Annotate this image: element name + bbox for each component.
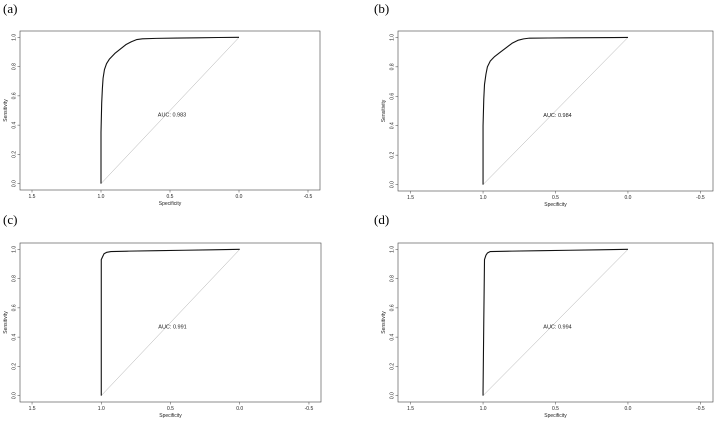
reference-diagonal <box>101 249 240 396</box>
y-tick-label: 1.0 <box>12 34 18 41</box>
y-tick-label: 1.0 <box>390 246 396 253</box>
y-tick-label: 0.6 <box>390 93 396 100</box>
y-tick-label: 0.8 <box>12 275 18 282</box>
x-tick-label: 0.5 <box>552 195 559 201</box>
y-tick-label: 1.0 <box>12 246 18 253</box>
x-tick-label: -0.5 <box>696 406 705 412</box>
x-tick-label: 1.0 <box>480 195 487 201</box>
x-tick-label: -0.5 <box>304 194 313 200</box>
roc-curve <box>100 36 240 184</box>
y-axis-title: Sensitivity <box>3 99 9 122</box>
y-tick-label: 0.2 <box>12 363 18 370</box>
y-tick-label: 0.2 <box>390 151 396 158</box>
roc-curve <box>100 248 240 396</box>
x-tick-label: 1.5 <box>29 194 36 200</box>
x-axis-title: Specificity <box>159 413 182 419</box>
y-axis-title: Sensitivity <box>381 311 387 334</box>
y-tick-label: 0.4 <box>12 121 18 128</box>
y-tick-label: 0.8 <box>12 63 18 70</box>
x-tick-label: 0.0 <box>624 406 631 412</box>
x-tick-label: 1.5 <box>407 406 414 412</box>
panel-label-a: (a) <box>3 1 18 16</box>
y-tick-label: 0.6 <box>390 304 396 311</box>
y-tick-label: 0.0 <box>12 180 18 187</box>
y-tick-label: 0.4 <box>12 333 18 340</box>
y-axis-title: Sensitivity <box>3 311 9 334</box>
x-tick-label: 0.5 <box>552 406 559 412</box>
y-tick-label: 0.8 <box>390 275 396 282</box>
panel-label-d: (d) <box>374 212 390 227</box>
reference-diagonal <box>482 249 629 396</box>
x-tick-label: 1.0 <box>98 406 105 412</box>
panel-label-b: (b) <box>374 1 390 16</box>
y-tick-label: 1.0 <box>390 34 396 41</box>
roc-curve <box>482 36 628 185</box>
x-axis-title: Specificity <box>544 413 567 419</box>
y-tick-label: 0.0 <box>390 392 396 399</box>
y-tick-label: 0.4 <box>390 333 396 340</box>
x-tick-label: 1.5 <box>407 195 414 201</box>
x-tick-label: 0.0 <box>236 406 243 412</box>
x-axis-title: Specificity <box>544 202 567 208</box>
roc-panel-b: 1.5 1.0 0.5 0.0 -0.5 0.0 0.2 0.4 0.6 0.8 1.0 Specif… <box>381 30 714 208</box>
y-tick-label: 0.6 <box>12 92 18 99</box>
x-tick-label: 0.5 <box>167 194 174 200</box>
auc-annotation: AUC: 0.983 <box>158 112 186 118</box>
reference-diagonal <box>482 37 629 185</box>
x-tick-label: -0.5 <box>696 195 705 201</box>
x-tick-label: 1.0 <box>98 194 105 200</box>
y-tick-label: 0.2 <box>12 151 18 158</box>
y-axis-title: Sensitivity <box>381 99 387 122</box>
roc-curve <box>482 248 628 396</box>
y-tick-label: 0.0 <box>390 181 396 188</box>
panel-label-c: (c) <box>3 212 18 227</box>
x-axis-title: Specificity <box>159 201 182 207</box>
x-tick-label: 0.0 <box>236 194 243 200</box>
x-tick-label: -0.5 <box>305 406 314 412</box>
y-tick-label: 0.0 <box>12 392 18 399</box>
y-tick-label: 0.4 <box>390 122 396 129</box>
x-tick-label: 0.5 <box>167 406 174 412</box>
x-tick-label: 0.0 <box>624 195 631 201</box>
roc-panel-a: 1.5 1.0 0.5 0.0 -0.5 0.0 0.2 0.4 0.6 0.8 1.0 Specif… <box>3 30 321 207</box>
reference-diagonal <box>100 37 240 184</box>
auc-annotation: AUC: 0.991 <box>158 324 186 330</box>
roc-panel-c: 1.5 1.0 0.5 0.0 -0.5 0.0 0.2 0.4 0.6 0.8 1.0 Specif… <box>3 242 322 419</box>
y-tick-label: 0.6 <box>12 304 18 311</box>
x-tick-label: 1.5 <box>29 406 36 412</box>
auc-annotation: AUC: 0.984 <box>543 113 571 119</box>
auc-annotation: AUC: 0.994 <box>543 324 571 330</box>
x-tick-label: 1.0 <box>480 406 487 412</box>
y-tick-label: 0.8 <box>390 63 396 70</box>
roc-panel-d: 1.5 1.0 0.5 0.0 -0.5 0.0 0.2 0.4 0.6 0.8 1.0 Specif… <box>381 242 714 419</box>
y-tick-label: 0.2 <box>390 363 396 370</box>
